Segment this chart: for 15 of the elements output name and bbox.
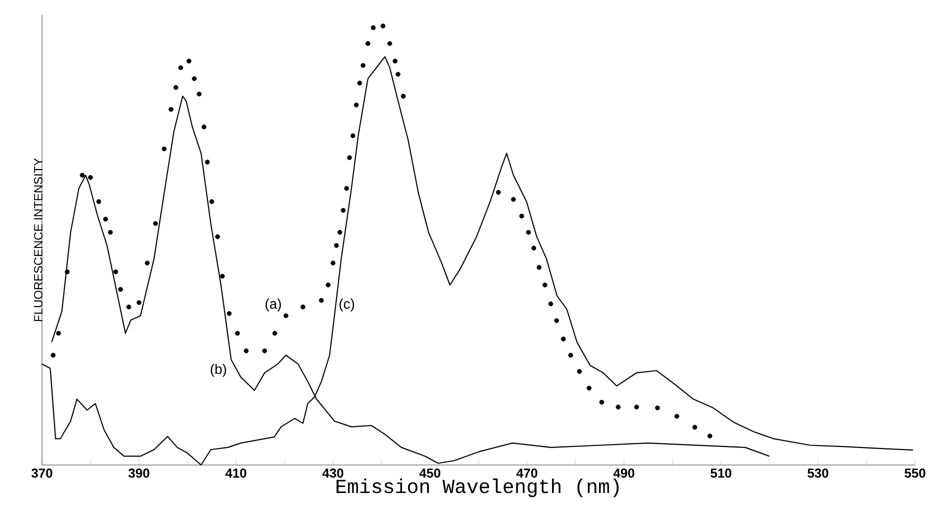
x-tick-label: 370 bbox=[31, 468, 52, 478]
x-tick-label: 470 bbox=[516, 468, 538, 478]
x-tick-label: 510 bbox=[710, 468, 732, 478]
y-axis-title: FLUORESCENCE INTENSITY bbox=[34, 158, 42, 322]
x-tick-label: 530 bbox=[808, 468, 828, 478]
x-axis-title: Emission Wavelength (nm) bbox=[336, 478, 619, 498]
x-tick-label: 430 bbox=[322, 468, 344, 478]
annotation: (c) bbox=[340, 298, 354, 312]
x-tick-label: 490 bbox=[613, 468, 634, 478]
annotation: (a) bbox=[266, 298, 281, 312]
x-tick-label: 550 bbox=[904, 468, 926, 478]
annotation: (b) bbox=[210, 364, 226, 377]
x-tick-label: 410 bbox=[225, 468, 246, 478]
x-tick-label: 390 bbox=[128, 468, 150, 478]
x-tick-label: 450 bbox=[419, 468, 440, 478]
